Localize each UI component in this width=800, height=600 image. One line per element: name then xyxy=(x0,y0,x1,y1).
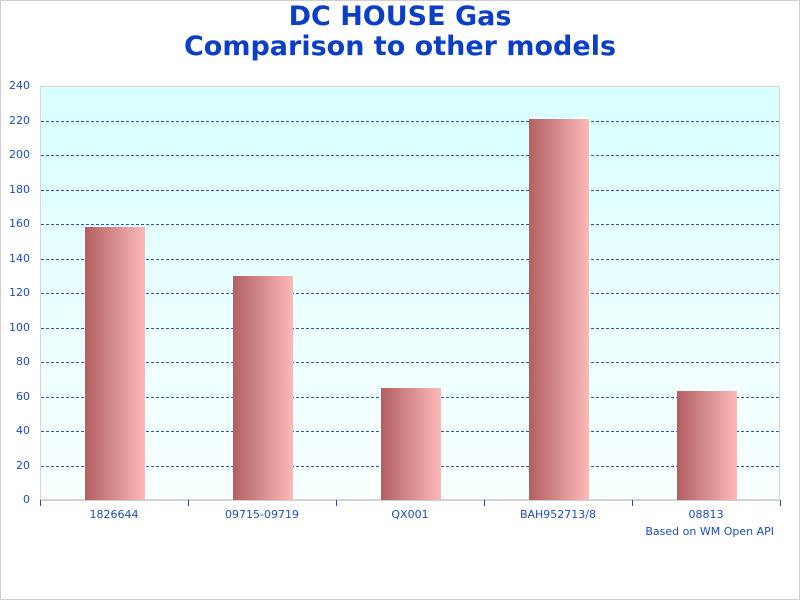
gridline xyxy=(41,362,779,363)
bar xyxy=(233,275,293,500)
x-tick-label: 1826644 xyxy=(89,508,139,521)
gridline xyxy=(41,327,779,329)
bar xyxy=(85,227,145,500)
chart-title-line2: Comparison to other models xyxy=(183,31,617,62)
x-tick-label: 09715-09719 xyxy=(225,508,299,521)
bar xyxy=(677,391,737,500)
y-tick-label: 20 xyxy=(16,458,30,472)
x-axis-line xyxy=(40,500,780,501)
y-tick-label: 120 xyxy=(9,286,30,299)
plot-area xyxy=(40,86,780,500)
y-tick-label: 180 xyxy=(9,182,30,196)
x-tick-mark xyxy=(780,500,781,506)
data-source-credit: Based on WM Open API xyxy=(645,525,774,538)
gridline xyxy=(41,293,779,294)
y-tick-label: 100 xyxy=(9,320,30,334)
y-tick-label: 200 xyxy=(9,148,30,161)
chart-title: DC HOUSE Gas Comparison to other models xyxy=(0,2,800,62)
y-tick-label: 160 xyxy=(9,217,30,230)
chart-title-line1: DC HOUSE Gas xyxy=(288,1,512,32)
gridline xyxy=(41,155,779,156)
x-tick-mark xyxy=(632,500,633,506)
x-tick-mark xyxy=(336,500,337,506)
y-tick-label: 0 xyxy=(23,493,30,506)
x-tick-label: QX001 xyxy=(391,508,429,521)
x-tick-label: BAH952713/8 xyxy=(519,508,597,521)
x-tick-mark xyxy=(40,500,41,506)
x-tick-mark xyxy=(484,500,485,506)
y-tick-label: 40 xyxy=(16,424,30,437)
y-tick-label: 220 xyxy=(9,113,30,127)
y-tick-label: 140 xyxy=(9,251,30,265)
y-tick-label: 80 xyxy=(16,355,30,368)
y-tick-label: 240 xyxy=(9,79,30,92)
gridline xyxy=(41,258,779,260)
x-tick-label: 08813 xyxy=(688,508,724,521)
gridline xyxy=(41,189,779,191)
y-tick-label: 60 xyxy=(16,389,30,403)
gridline xyxy=(41,120,779,122)
gridline xyxy=(41,224,779,225)
bar xyxy=(529,118,589,500)
bar xyxy=(381,387,441,500)
x-tick-mark xyxy=(188,500,189,506)
